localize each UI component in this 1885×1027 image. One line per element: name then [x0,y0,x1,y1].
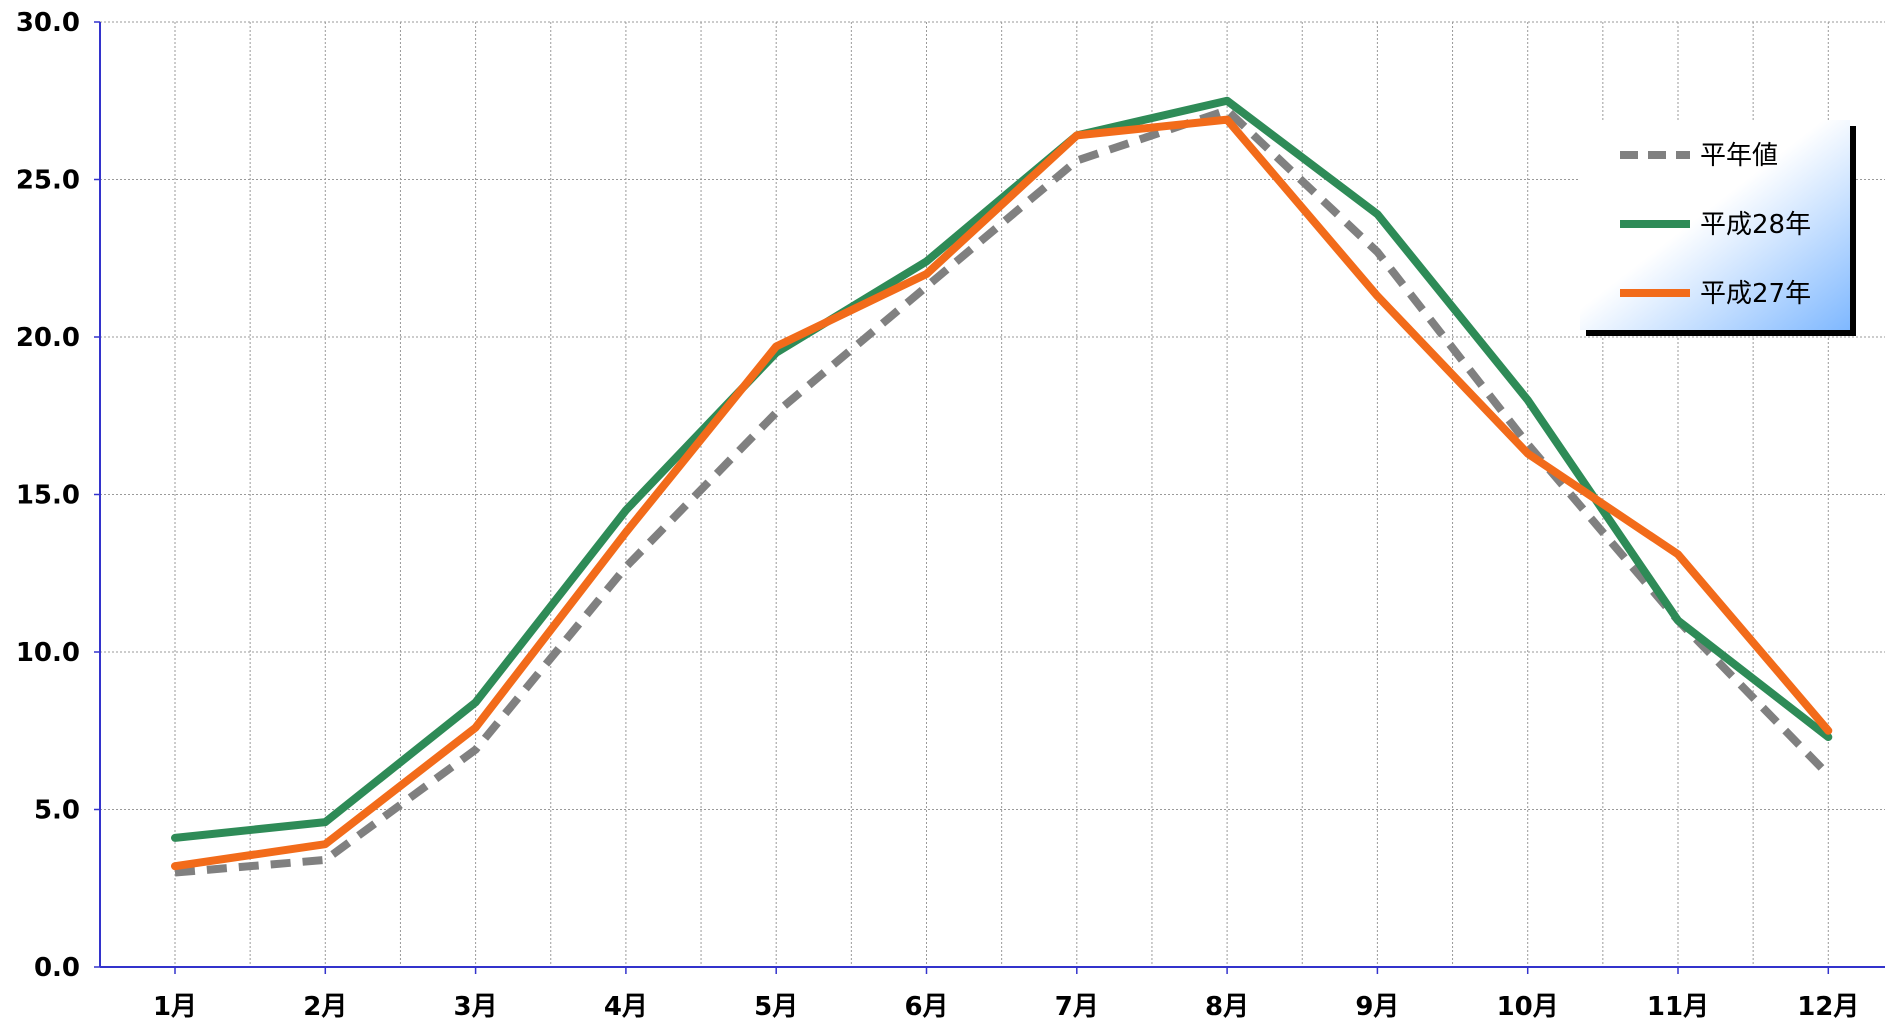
x-tick-label: 1月 [153,992,197,1022]
y-tick-label: 10.0 [16,638,80,668]
y-tick-label: 0.0 [34,953,80,983]
x-tick-label: 6月 [904,992,948,1022]
y-tick-label: 5.0 [34,796,80,826]
y-tick-label: 15.0 [16,481,80,511]
axes: 0.0 5.0 10.0 15.0 20.0 25.0 30.0 1月 2月 3月 4月 5月 6月 7月… [16,8,1885,1022]
x-tick-label: 5月 [754,992,798,1022]
legend-label-2: 平成27年 [1700,279,1811,309]
series-line-2 [171,115,1833,871]
x-tick-label: 4月 [604,992,648,1022]
x-tick-label: 7月 [1055,992,1099,1022]
x-tick-label: 3月 [454,992,498,1022]
y-tick-label: 20.0 [16,323,80,353]
x-tick-label: 10月 [1497,992,1559,1022]
legend-label-1: 平成28年 [1700,210,1811,240]
x-tick-label: 12月 [1797,992,1859,1022]
y-tick-label: 25.0 [16,166,80,196]
y-tick-label: 30.0 [16,8,80,38]
series-line-1 [171,96,1833,842]
x-tick-label: 11月 [1647,992,1709,1022]
x-tick-label: 2月 [303,992,347,1022]
legend-label-0: 平年値 [1700,141,1778,171]
x-tick-label: 9月 [1355,992,1399,1022]
series-lines [171,96,1833,877]
x-tick-label: 8月 [1205,992,1249,1022]
